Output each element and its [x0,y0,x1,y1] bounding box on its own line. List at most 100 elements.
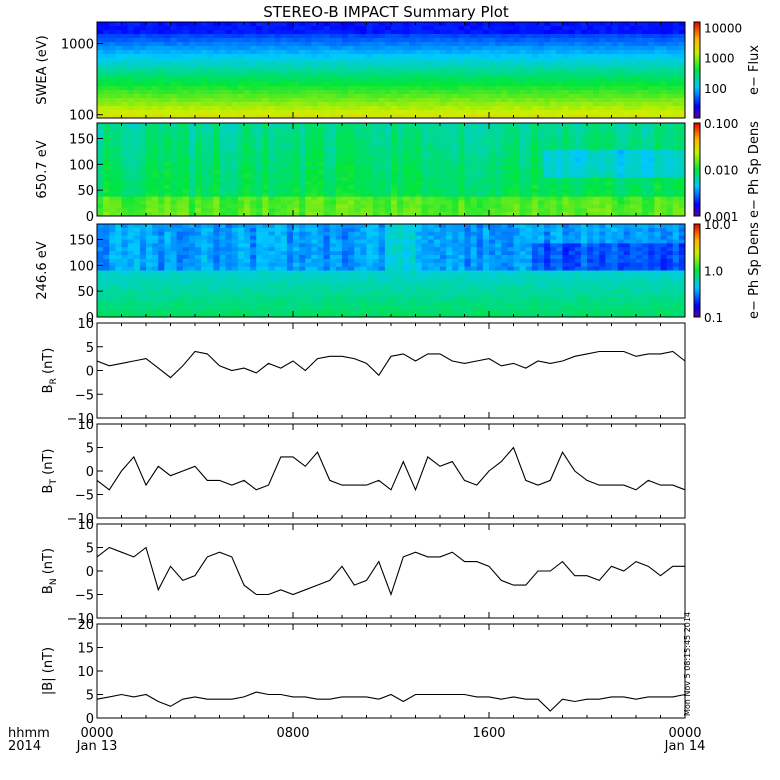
heatmap-cell [519,161,527,167]
heatmap-cell [195,106,202,111]
heatmap-cell [544,26,551,31]
heatmap-cell [470,58,478,63]
heatmap-cell [446,154,453,159]
heatmap-cell [342,146,349,151]
heatmap-cell [317,181,325,186]
heatmap-cell [446,192,453,198]
heatmap-cell [538,188,545,194]
heatmap-cell [568,161,576,167]
heatmap-cell [109,46,116,51]
heatmap-cell [415,26,423,31]
heatmap-cell [366,212,374,217]
heatmap-cell [672,34,680,39]
heatmap-cell [421,150,429,155]
heatmap-cell [544,34,551,39]
heatmap-cell [397,62,404,67]
heatmap-cell [452,212,459,217]
heatmap-cell [409,78,417,83]
heatmap-cell [464,157,472,163]
heatmap-cell [366,86,374,91]
heatmap-cell [213,161,221,167]
heatmap-cell [329,181,337,186]
heatmap-cell [158,266,165,272]
heatmap-cell [427,102,435,107]
heatmap-cell [666,188,674,194]
heatmap-cell [519,165,527,171]
heatmap-cell [421,130,429,136]
heatmap-cell [550,86,557,91]
heatmap-cell [482,157,490,163]
heatmap-cell [195,82,202,87]
heatmap-cell [244,34,251,39]
heatmap-cell [458,196,466,202]
heatmap-cell [317,185,325,190]
heatmap-cell [268,185,276,190]
heatmap-cell [97,22,104,27]
heatmap-cell [348,212,355,217]
heatmap-cell [103,98,110,103]
heatmap-cell [286,212,294,217]
heatmap-cell [617,208,625,213]
heatmap-cell [654,169,662,174]
heatmap-cell [133,200,141,205]
heatmap-cell [403,181,410,186]
heatmap-cell [476,134,484,140]
heatmap-cell [642,196,649,202]
heatmap-cell [446,98,453,103]
heatmap-cell [642,204,649,209]
heatmap-cell [323,38,331,43]
heatmap-cell [299,157,306,163]
heatmap-cell [654,138,662,143]
heatmap-cell [409,66,417,71]
heatmap-cell [139,154,147,159]
heatmap-cell [201,126,208,132]
heatmap-cell [421,169,429,174]
heatmap-cell [544,154,551,159]
heatmap-cell [299,150,306,155]
heatmap-cell [648,192,655,198]
heatmap-cell [280,42,288,47]
heatmap-cell [636,82,643,87]
heatmap-cell [348,165,355,171]
heatmap-cell [556,126,564,132]
heatmap-cell [513,177,521,182]
heatmap-cell [433,200,441,205]
heatmap-cell [256,204,263,209]
heatmap-cell [391,30,398,35]
heatmap-cell [133,239,141,244]
heatmap-cell [170,58,178,63]
heatmap-cell [354,126,361,132]
heatmap-cell [170,130,178,136]
heatmap-cell [372,74,380,79]
heatmap-cell [121,130,129,136]
heatmap-cell [415,192,423,198]
heatmap-cell [519,130,527,136]
heatmap-cell [489,138,496,143]
heatmap-cell [133,301,141,306]
heatmap-cell [623,102,631,107]
heatmap-cell [384,90,392,95]
heatmap-cell [574,161,582,167]
heatmap-cell [550,146,557,151]
heatmap-cell [299,102,306,107]
heatmap-cell [605,169,613,174]
heatmap-cell [146,309,153,314]
heatmap-cell [409,86,417,91]
heatmap-cell [262,142,270,147]
heatmap-cell [458,58,466,63]
heatmap-cell [464,185,472,190]
heatmap-cell [391,58,398,63]
heatmap-cell [574,94,582,99]
heatmap-cell [629,106,637,111]
heatmap-cell [470,86,478,91]
heatmap-cell [213,173,221,178]
heatmap-cell [403,22,410,27]
heatmap-cell [446,123,453,128]
heatmap-cell [329,157,337,163]
heatmap-cell [182,212,190,217]
heatmap-cell [648,58,655,63]
heatmap-cell [672,114,680,119]
heatmap-cell [231,26,239,31]
heatmap-cell [513,188,521,194]
heatmap-cell [170,70,178,75]
